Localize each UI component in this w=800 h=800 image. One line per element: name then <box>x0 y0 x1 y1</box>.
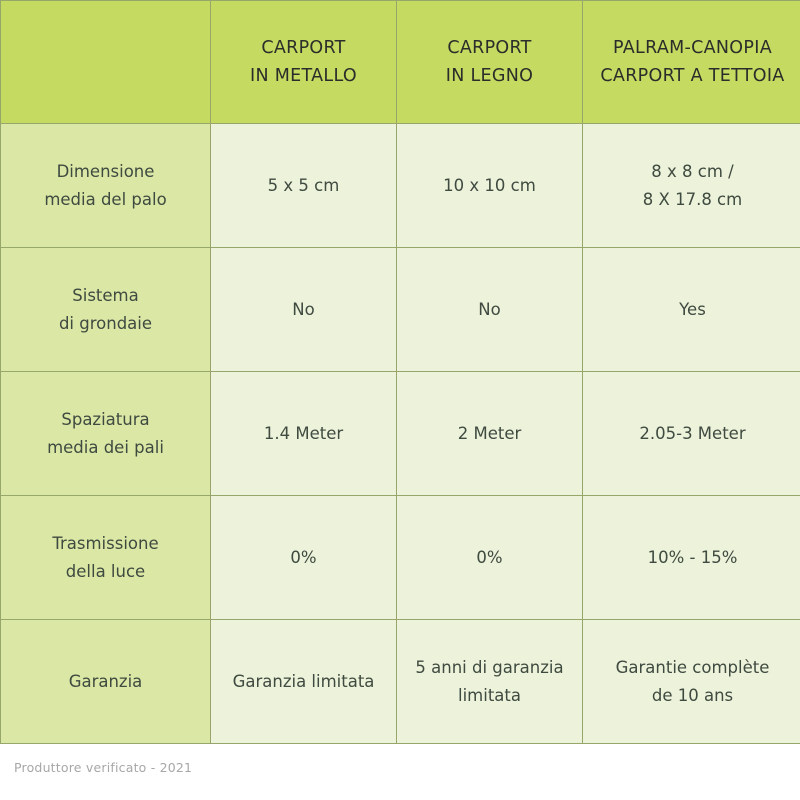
column-header-line: IN METALLO <box>250 66 357 86</box>
table-row: Dimensione media del palo 5 x 5 cm 10 x … <box>0 123 800 248</box>
feature-cell-garanzia: Garanzia <box>0 619 211 744</box>
table-head: CARPORT IN METALLO CARPORT IN LEGNO PALR… <box>0 0 800 124</box>
table-row: Spaziatura media dei pali 1.4 Meter 2 Me… <box>0 371 800 496</box>
feature-cell-trasmissione-della-luce: Trasmissione della luce <box>0 495 211 620</box>
value-cell-palram-canopia: Yes <box>582 247 800 372</box>
value-line: 0% <box>290 547 317 567</box>
value-cell-carport-legno: No <box>396 247 583 372</box>
value-cell-palram-canopia: 10% - 15% <box>582 495 800 620</box>
value-line: 5 anni di garanzia <box>415 658 564 678</box>
value-cell-palram-canopia: Garantie complète de 10 ans <box>582 619 800 744</box>
value-cell-palram-canopia: 2.05-3 Meter <box>582 371 800 496</box>
feature-line: media del palo <box>44 189 167 209</box>
value-cell-carport-metallo: Garanzia limitata <box>210 619 397 744</box>
value-line: 8 x 8 cm / <box>651 162 734 182</box>
feature-line: Dimensione <box>56 162 155 182</box>
value-line: 0% <box>476 547 503 567</box>
table-header-row: CARPORT IN METALLO CARPORT IN LEGNO PALR… <box>0 0 800 124</box>
table-row: Garanzia Garanzia limitata 5 anni di gar… <box>0 619 800 744</box>
value-line: Garanzia limitata <box>232 671 375 691</box>
column-header-line: IN LEGNO <box>445 66 534 86</box>
column-header-line: PALRAM-CANOPIA <box>613 37 772 58</box>
value-line: 8 X 17.8 cm <box>642 189 743 209</box>
value-cell-carport-legno: 2 Meter <box>396 371 583 496</box>
value-cell-carport-legno: 5 anni di garanzia limitata <box>396 619 583 744</box>
column-header-line: CARPORT <box>261 37 346 58</box>
column-header-carport-legno: CARPORT IN LEGNO <box>396 0 583 124</box>
column-header-line: CARPORT <box>447 37 532 58</box>
value-line: Yes <box>679 299 706 319</box>
feature-line: della luce <box>65 561 146 581</box>
feature-line: Spaziatura <box>61 410 150 430</box>
value-line: 10% - 15% <box>647 547 738 567</box>
feature-line: Trasmissione <box>52 534 159 554</box>
table-row: Sistema di grondaie No No Yes <box>0 247 800 372</box>
carport-comparison-table: CARPORT IN METALLO CARPORT IN LEGNO PALR… <box>0 0 800 744</box>
value-line: limitata <box>458 685 521 705</box>
value-line: 10 x 10 cm <box>443 175 536 195</box>
value-line: 2 Meter <box>457 423 522 443</box>
column-header-line: CARPORT A TETTOIA <box>600 66 785 86</box>
value-cell-carport-metallo: 0% <box>210 495 397 620</box>
feature-cell-dimensione-media-del-palo: Dimensione media del palo <box>0 123 211 248</box>
feature-cell-sistema-di-grondaie: Sistema di grondaie <box>0 247 211 372</box>
value-line: No <box>292 299 315 319</box>
table-body: Dimensione media del palo 5 x 5 cm 10 x … <box>0 123 800 744</box>
value-cell-carport-metallo: 1.4 Meter <box>210 371 397 496</box>
value-cell-carport-legno: 10 x 10 cm <box>396 123 583 248</box>
column-header-carport-metallo: CARPORT IN METALLO <box>210 0 397 124</box>
feature-line: Sistema <box>72 286 139 306</box>
value-cell-carport-metallo: 5 x 5 cm <box>210 123 397 248</box>
value-line: 2.05-3 Meter <box>639 423 746 443</box>
feature-line: di grondaie <box>58 313 153 333</box>
value-line: 1.4 Meter <box>263 423 344 443</box>
value-line: 5 x 5 cm <box>267 175 340 195</box>
verified-manufacturer-note: Produttore verificato - 2021 <box>14 760 193 775</box>
value-line: de 10 ans <box>651 685 734 705</box>
value-cell-carport-legno: 0% <box>396 495 583 620</box>
feature-line: media dei pali <box>47 437 164 457</box>
table-row: Trasmissione della luce 0% 0% 10% - 15% <box>0 495 800 620</box>
value-line: Garantie complète <box>615 658 770 678</box>
value-cell-carport-metallo: No <box>210 247 397 372</box>
column-header-palram-canopia: PALRAM-CANOPIA CARPORT A TETTOIA <box>582 0 800 124</box>
feature-cell-spaziatura-media-dei-pali: Spaziatura media dei pali <box>0 371 211 496</box>
feature-line: Garanzia <box>68 671 143 691</box>
value-cell-palram-canopia: 8 x 8 cm / 8 X 17.8 cm <box>582 123 800 248</box>
table-header-corner-blank <box>0 0 211 124</box>
value-line: No <box>478 299 501 319</box>
